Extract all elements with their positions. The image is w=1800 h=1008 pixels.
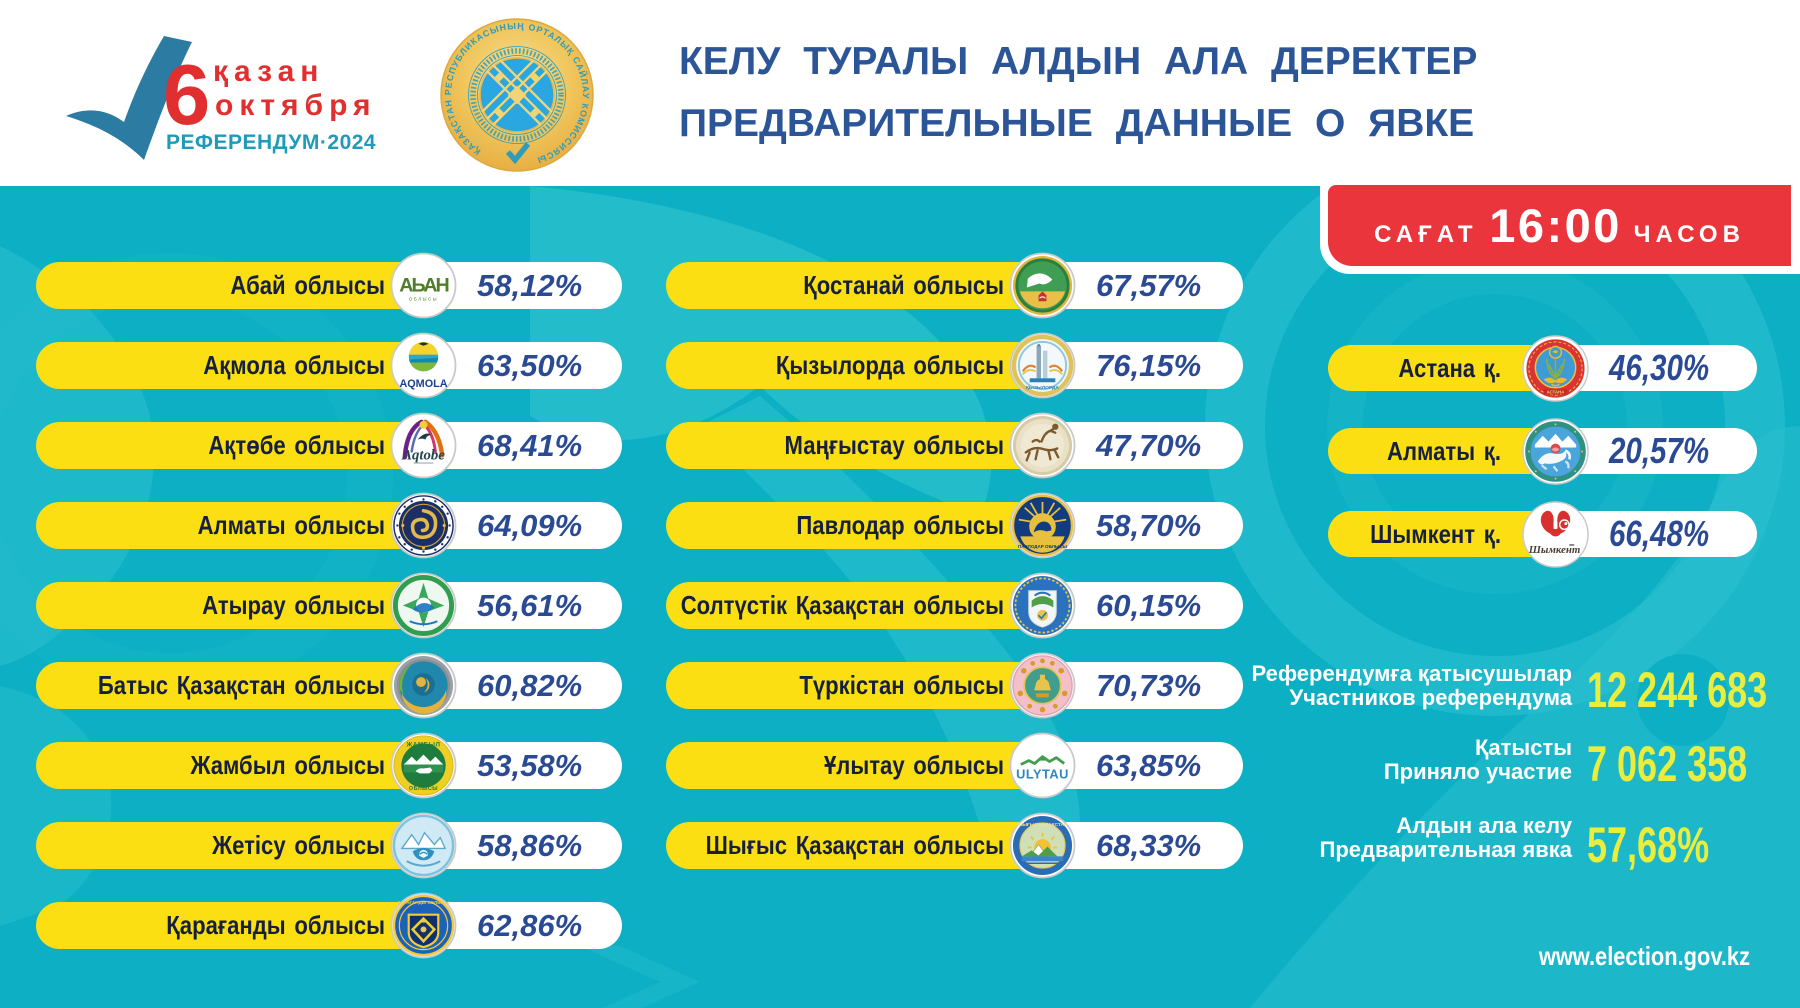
svg-text:ҚАРАҒАНДЫ ОБЛЫСЫ: ҚАРАҒАНДЫ ОБЛЫСЫ bbox=[397, 900, 449, 905]
svg-text:АСТАНА: АСТАНА bbox=[1546, 389, 1565, 394]
svg-text:ШЫҒЫС ҚАЗАҚСТАН: ШЫҒЫС ҚАЗАҚСТАН bbox=[1017, 822, 1067, 828]
svg-text:AQMOLA: AQMOLA bbox=[399, 378, 447, 390]
svg-text:ОБЛЫСЫ: ОБЛЫСЫ bbox=[408, 296, 437, 301]
svg-text:ЖАМБЫЛ: ЖАМБЫЛ bbox=[405, 741, 440, 748]
svg-text:ULYTAU: ULYTAU bbox=[1016, 766, 1069, 781]
svg-text:ҚЫЗЫЛОРДА: ҚЫЗЫЛОРДА bbox=[1026, 385, 1059, 391]
svg-text:ОБЛЫСЫ: ОБЛЫСЫ bbox=[408, 786, 437, 792]
svg-text:АЬАН: АЬАН bbox=[399, 274, 448, 296]
svg-text:Aqtobe: Aqtobe bbox=[401, 447, 445, 463]
svg-text:Шымкент: Шымкент bbox=[1527, 544, 1580, 556]
svg-text:ПАВЛОДАР ОБЛЫСЫ: ПАВЛОДАР ОБЛЫСЫ bbox=[1018, 544, 1068, 549]
